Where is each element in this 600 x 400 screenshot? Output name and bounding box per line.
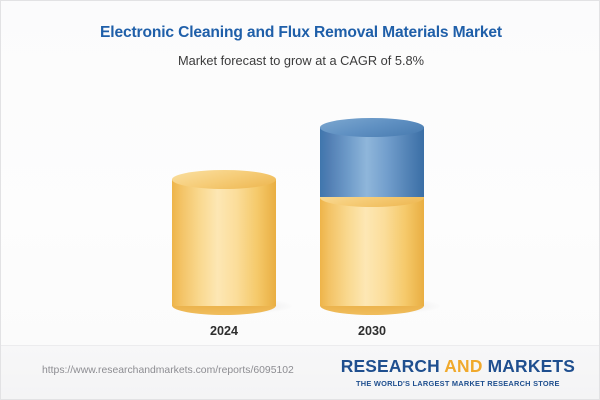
axis-label-2030: 2030 — [357, 324, 387, 338]
axis-label-2024: 2024 — [209, 324, 239, 338]
brand-name-accent: AND — [444, 356, 483, 376]
cylinder-segment-base — [172, 170, 276, 315]
report-url[interactable]: https://www.researchandmarkets.com/repor… — [42, 365, 294, 376]
footer: https://www.researchandmarkets.com/repor… — [1, 345, 599, 399]
brand-name: RESEARCH AND MARKETS — [341, 356, 575, 377]
brand-name-part1: RESEARCH — [340, 356, 445, 376]
cylinder-segment-base — [320, 188, 424, 315]
cylinder-2024[interactable] — [172, 170, 276, 315]
cylinder-segment-growth — [320, 118, 424, 197]
cylinder-cap-ellipse — [320, 118, 424, 137]
chart-plot-area: USD 1.4 Billion 2024 USD 2 Billion — [1, 1, 600, 346]
page-title: Electronic Cleaning and Flux Removal Mat… — [100, 24, 502, 41]
cylinder-body — [320, 127, 424, 197]
brand-name-part2: MARKETS — [482, 356, 575, 376]
cylinder-body — [320, 197, 424, 306]
brand-tagline: THE WORLD'S LARGEST MARKET RESEARCH STOR… — [356, 379, 560, 388]
cylinder-body — [172, 179, 276, 306]
chart-subtitle: Market forecast to grow at a CAGR of 5.8… — [177, 53, 425, 68]
cylinder-cap-ellipse — [172, 170, 276, 189]
cylinder-2030[interactable] — [320, 118, 424, 315]
brand-logo: RESEARCH AND MARKETS THE WORLD'S LARGEST… — [341, 356, 575, 388]
